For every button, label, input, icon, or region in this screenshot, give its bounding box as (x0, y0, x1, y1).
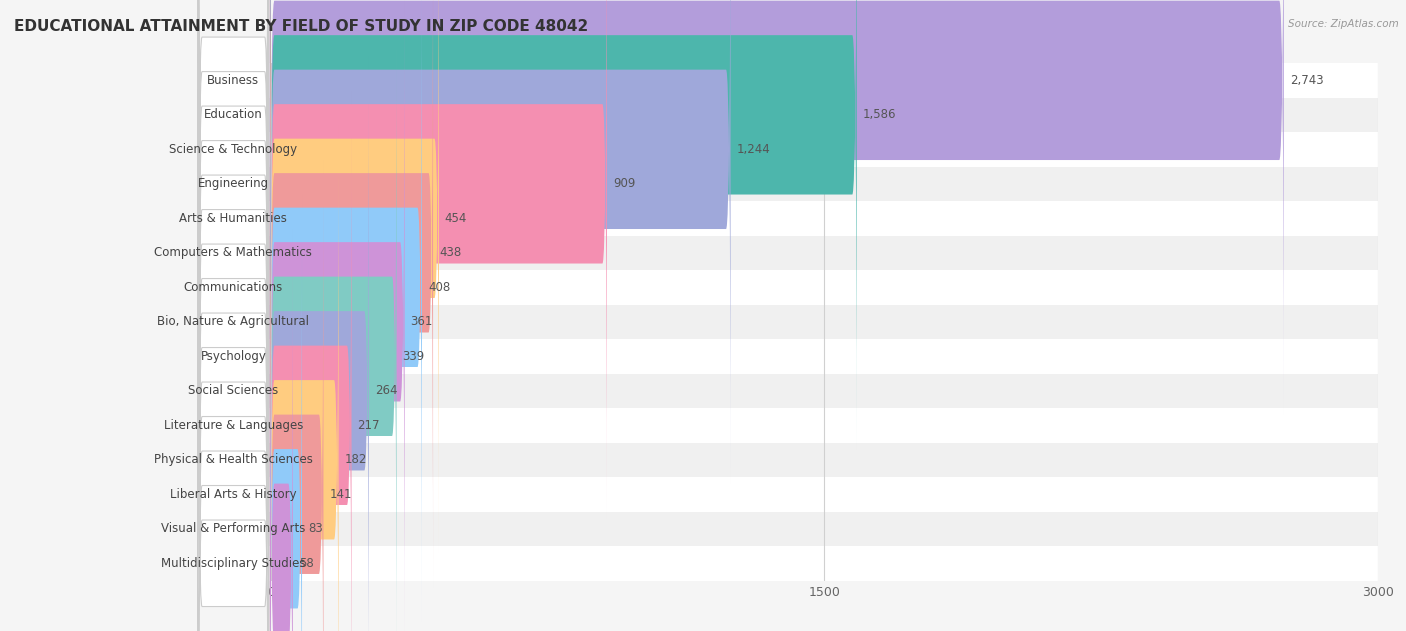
FancyBboxPatch shape (198, 89, 269, 631)
Bar (197, 167, 1378, 201)
Text: Literature & Languages: Literature & Languages (163, 419, 304, 432)
Bar (197, 477, 1378, 512)
FancyBboxPatch shape (270, 229, 292, 631)
Text: 909: 909 (613, 177, 636, 191)
Bar (197, 442, 1378, 477)
Text: Education: Education (204, 109, 263, 121)
FancyBboxPatch shape (198, 124, 269, 631)
Text: Business: Business (207, 74, 260, 87)
FancyBboxPatch shape (270, 0, 731, 483)
FancyBboxPatch shape (198, 0, 269, 416)
Text: Source: ZipAtlas.com: Source: ZipAtlas.com (1288, 19, 1399, 29)
Text: Multidisciplinary Studies: Multidisciplinary Studies (162, 557, 305, 570)
Text: 141: 141 (329, 488, 352, 501)
FancyBboxPatch shape (198, 0, 269, 520)
Bar (197, 132, 1378, 167)
Bar (197, 270, 1378, 305)
Bar (197, 408, 1378, 442)
Text: Liberal Arts & History: Liberal Arts & History (170, 488, 297, 501)
FancyBboxPatch shape (270, 160, 323, 631)
Text: 454: 454 (444, 212, 467, 225)
FancyBboxPatch shape (270, 0, 607, 518)
Text: 83: 83 (308, 522, 323, 535)
Text: Psychology: Psychology (201, 350, 266, 363)
FancyBboxPatch shape (198, 0, 269, 485)
FancyBboxPatch shape (198, 227, 269, 631)
FancyBboxPatch shape (198, 55, 269, 631)
Bar (197, 98, 1378, 132)
FancyBboxPatch shape (198, 262, 269, 631)
FancyBboxPatch shape (270, 0, 439, 553)
Text: 1,244: 1,244 (737, 143, 770, 156)
FancyBboxPatch shape (270, 0, 433, 587)
FancyBboxPatch shape (198, 0, 269, 555)
FancyBboxPatch shape (198, 0, 269, 451)
FancyBboxPatch shape (270, 194, 302, 631)
Text: Engineering: Engineering (198, 177, 269, 191)
Text: Computers & Mathematics: Computers & Mathematics (155, 246, 312, 259)
Text: Science & Technology: Science & Technology (169, 143, 298, 156)
FancyBboxPatch shape (270, 57, 368, 631)
Text: 339: 339 (402, 350, 425, 363)
Text: 264: 264 (375, 384, 398, 398)
Text: 408: 408 (427, 281, 450, 294)
Text: 438: 438 (439, 246, 461, 259)
Bar (197, 512, 1378, 546)
Bar (197, 546, 1378, 581)
Text: Social Sciences: Social Sciences (188, 384, 278, 398)
FancyBboxPatch shape (198, 0, 269, 382)
FancyBboxPatch shape (270, 126, 339, 631)
FancyBboxPatch shape (270, 91, 352, 631)
FancyBboxPatch shape (270, 0, 856, 449)
Text: Bio, Nature & Agricultural: Bio, Nature & Agricultural (157, 316, 309, 328)
FancyBboxPatch shape (270, 0, 1284, 415)
FancyBboxPatch shape (270, 22, 396, 631)
FancyBboxPatch shape (270, 0, 405, 631)
Text: Visual & Performing Arts: Visual & Performing Arts (162, 522, 305, 535)
Bar (197, 235, 1378, 270)
FancyBboxPatch shape (198, 0, 269, 589)
Text: 361: 361 (411, 316, 433, 328)
Bar (197, 374, 1378, 408)
Text: 217: 217 (357, 419, 380, 432)
Bar (197, 339, 1378, 374)
FancyBboxPatch shape (198, 20, 269, 623)
Text: 1,586: 1,586 (863, 109, 896, 121)
Bar (197, 201, 1378, 235)
FancyBboxPatch shape (270, 0, 422, 622)
Text: Communications: Communications (184, 281, 283, 294)
Text: EDUCATIONAL ATTAINMENT BY FIELD OF STUDY IN ZIP CODE 48042: EDUCATIONAL ATTAINMENT BY FIELD OF STUDY… (14, 19, 588, 34)
FancyBboxPatch shape (198, 192, 269, 631)
Text: 182: 182 (344, 453, 367, 466)
FancyBboxPatch shape (198, 158, 269, 631)
Bar (197, 305, 1378, 339)
Text: Physical & Health Sciences: Physical & Health Sciences (153, 453, 312, 466)
Text: Arts & Humanities: Arts & Humanities (180, 212, 287, 225)
Bar (197, 63, 1378, 98)
Text: 58: 58 (298, 557, 314, 570)
Text: 2,743: 2,743 (1289, 74, 1323, 87)
